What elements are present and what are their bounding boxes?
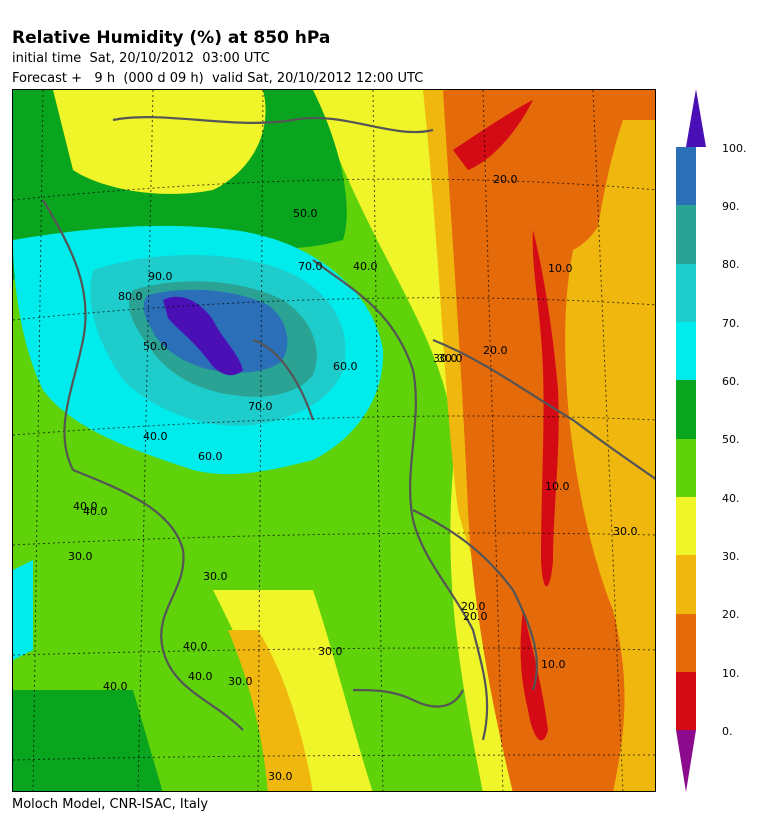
colorbar-label-90: 90.	[722, 200, 740, 213]
colorbar-10-20	[676, 614, 696, 672]
contour-label: 30.0	[318, 645, 343, 658]
contour-label: 20.0	[463, 610, 488, 623]
contour-label: 60.0	[333, 360, 358, 373]
colorbar-60-70	[676, 322, 696, 380]
colorbar-label-20: 20.	[722, 608, 740, 621]
contour-label: 40.0	[183, 640, 208, 653]
colorbar-label-80: 80.	[722, 258, 740, 271]
contour-label: 20.0	[493, 173, 518, 186]
contour-label: 10.0	[545, 480, 570, 493]
contour-label: 20.0	[483, 344, 508, 357]
model-credit: Moloch Model, CNR-ISAC, Italy	[12, 797, 209, 812]
contour-label: 50.0	[293, 207, 318, 220]
contour-label: 40.0	[143, 430, 168, 443]
colorbar-over-triangle	[686, 89, 706, 147]
colorbar-label-70: 70.	[722, 317, 740, 330]
colorbar-30-40	[676, 497, 696, 555]
colorbar-under-triangle	[676, 730, 696, 792]
contour-label: 30.0	[203, 570, 228, 583]
contour-label: 10.0	[541, 658, 566, 671]
contour-label: 50.0	[143, 340, 168, 353]
colorbar-80-90	[676, 205, 696, 264]
contour-label: 40.0	[83, 505, 108, 518]
contour-label: 40.0	[353, 260, 378, 273]
chart-title: Relative Humidity (%) at 850 hPa	[12, 28, 331, 48]
contour-label: 60.0	[198, 450, 223, 463]
colorbar-20-30	[676, 555, 696, 614]
contour-label: 70.0	[248, 400, 273, 413]
initial-time-label: initial time Sat, 20/10/2012 03:00 UTC	[12, 51, 270, 66]
colorbar-label-60: 60.	[722, 375, 740, 388]
contour-label: 30.0	[268, 770, 293, 783]
colorbar-label-30: 30.	[722, 550, 740, 563]
contour-label: 40.0	[73, 500, 98, 513]
colorbar-label-100: 100.	[722, 142, 747, 155]
colorbar-90-100	[676, 147, 696, 205]
forecast-valid-label: Forecast + 9 h (000 d 09 h) valid Sat, 2…	[12, 71, 424, 86]
contour-label: 30.0	[228, 675, 253, 688]
humidity-map: 20.0 50.0 40.0 30.0 10.0 30.0 20.0 70.0 60.0 60.0…	[12, 89, 656, 792]
colorbar-70-80	[676, 264, 696, 322]
colorbar-0-10	[676, 672, 696, 730]
colorbar-label-50: 50.	[722, 433, 740, 446]
contour-label: 30.0	[438, 352, 463, 365]
contour-label: 80.0	[118, 290, 143, 303]
colorbar	[676, 89, 716, 797]
colorbar-40-50	[676, 439, 696, 497]
colorbar-label-0: 0.	[722, 725, 733, 738]
contour-label: 10.0	[548, 262, 573, 275]
colorbar-label-10: 10.	[722, 667, 740, 680]
contour-label: 40.0	[188, 670, 213, 683]
contour-label: 20.0	[461, 600, 486, 613]
contour-label: 90.0	[148, 270, 173, 283]
contour-label: 40.0	[103, 680, 128, 693]
contour-label: 30.0	[613, 525, 638, 538]
contour-label: 30.0	[433, 352, 458, 365]
colorbar-label-40: 40.	[722, 492, 740, 505]
contour-label: 30.0	[68, 550, 93, 563]
colorbar-svg	[676, 89, 706, 792]
humidity-map-svg: 20.0 50.0 40.0 30.0 10.0 30.0 20.0 70.0 60.0 60.0…	[13, 90, 655, 791]
contour-label: 70.0	[298, 260, 323, 273]
colorbar-50-60	[676, 380, 696, 439]
